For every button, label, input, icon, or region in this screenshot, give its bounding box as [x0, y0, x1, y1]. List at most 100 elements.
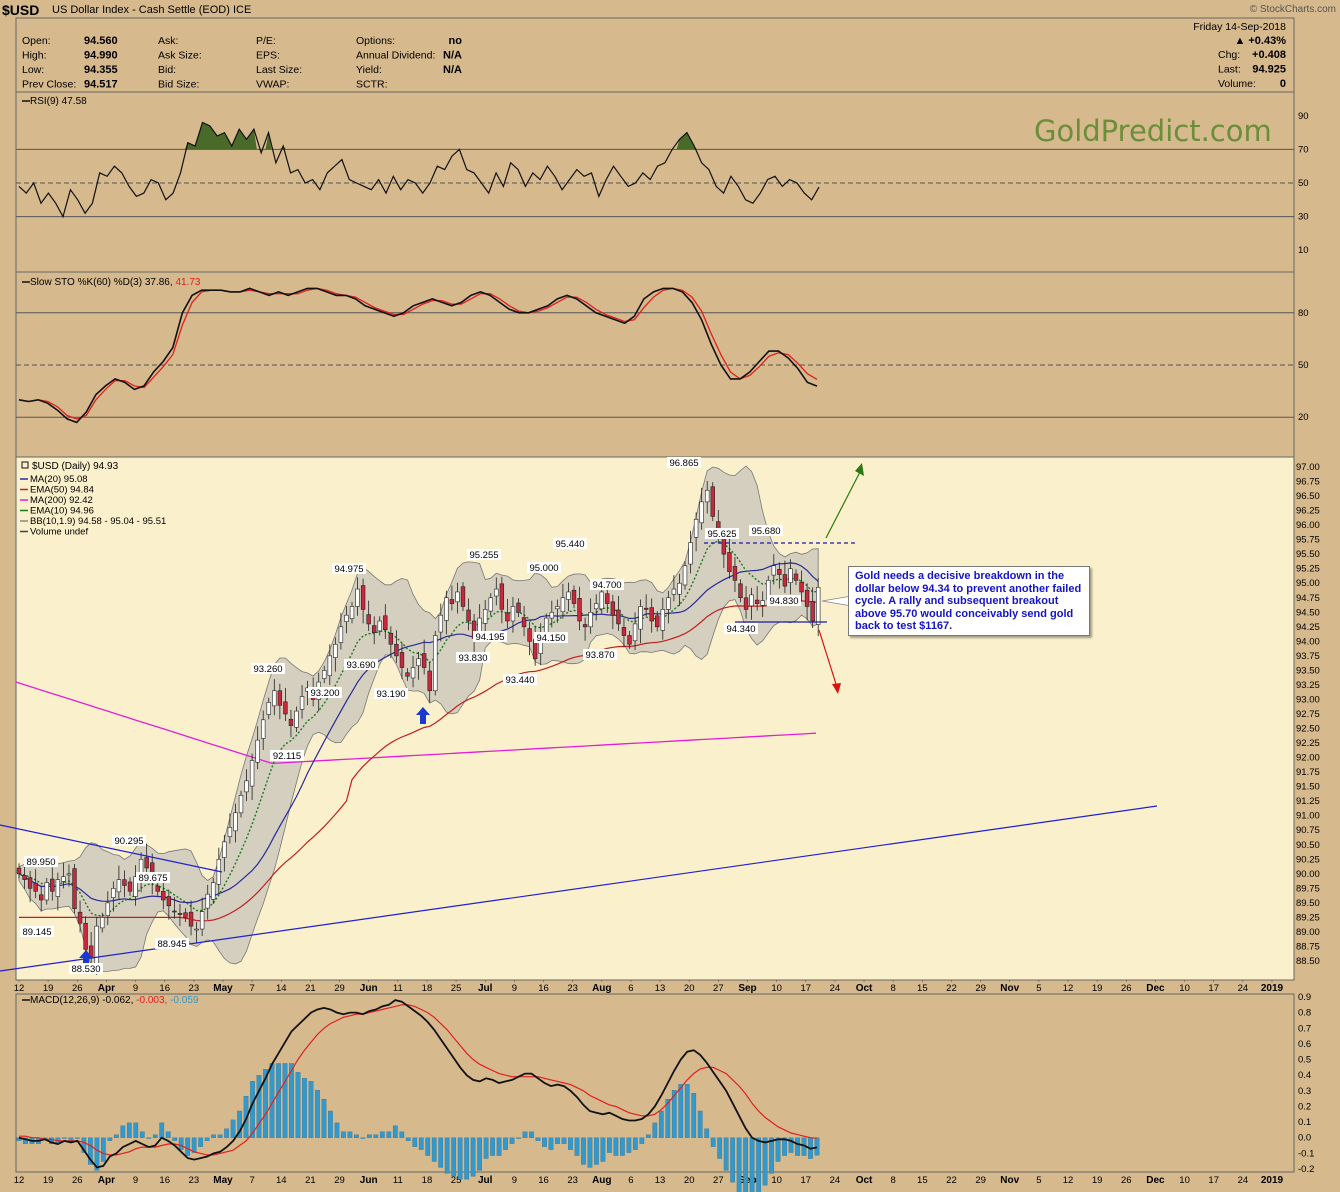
blue-up-marker — [79, 950, 93, 967]
x-axis-label: 17 — [1208, 983, 1219, 994]
macd-histogram-bar — [736, 1137, 742, 1192]
price-label: 94.195 — [475, 632, 504, 643]
price-tick-label: 91.75 — [1296, 767, 1320, 778]
macd-histogram-bar — [425, 1137, 431, 1156]
macd-histogram-bar — [152, 1134, 158, 1138]
x-axis-label: Oct — [856, 1175, 873, 1186]
candle-body — [399, 652, 405, 668]
candle-body — [405, 672, 410, 677]
candle-body — [727, 552, 732, 572]
macd-histogram-bar — [762, 1137, 768, 1186]
macd-histogram-bar — [730, 1137, 736, 1183]
price-tick-label: 96.75 — [1296, 477, 1320, 488]
candle-body — [155, 885, 160, 892]
legend-label: EMA(10) 94.96 — [30, 506, 94, 517]
x-axis-label: 7 — [249, 983, 254, 994]
x-axis-label: 24 — [1238, 1175, 1249, 1186]
x-axis-label: Aug — [592, 1175, 611, 1186]
macd-histogram-bar — [665, 1098, 671, 1138]
quote-label: Last Size: — [256, 64, 302, 76]
macd-histogram-bar — [224, 1128, 229, 1138]
price-label-box — [467, 549, 501, 560]
ema50-line — [19, 600, 819, 922]
price-tick-label: 92.75 — [1296, 709, 1320, 720]
candle-body — [377, 620, 382, 632]
x-axis-label: 8 — [891, 983, 896, 994]
macd-histogram-bar — [697, 1110, 703, 1138]
candle-body — [183, 912, 188, 918]
macd-histogram-bar — [483, 1137, 489, 1159]
price-tick-label: 95.75 — [1296, 535, 1320, 546]
x-axis-label: 9 — [133, 1175, 138, 1186]
candle-body — [44, 882, 49, 901]
price-tick-label: 94.75 — [1296, 593, 1320, 604]
price-label: 88.530 — [71, 964, 100, 975]
candle-body — [199, 911, 205, 930]
macd-histogram-bar — [749, 1137, 755, 1192]
candle-body — [421, 653, 427, 668]
macd-histogram-bar — [418, 1137, 424, 1150]
candle-body — [788, 568, 793, 583]
quote-label: Ask Size: — [158, 50, 202, 62]
x-axis-label: 24 — [830, 1175, 841, 1186]
macd-histogram-bar — [678, 1084, 684, 1138]
candle-body — [205, 893, 210, 909]
macd-histogram-bar — [723, 1137, 729, 1171]
price-tick-label: 91.00 — [1296, 811, 1320, 822]
candle-body — [793, 573, 799, 581]
macd-histogram-bar — [444, 1137, 450, 1174]
price-label: 94.150 — [536, 633, 565, 644]
candle-body — [338, 626, 344, 643]
x-axis-label: 2019 — [1261, 983, 1284, 994]
candle-body — [660, 609, 666, 631]
quote-value: 94.560 — [84, 35, 118, 47]
price-label: 93.870 — [585, 650, 614, 661]
macd-histogram-bar — [412, 1137, 418, 1147]
price-label: 90.295 — [114, 836, 143, 847]
rsi-tick-label: 70 — [1298, 144, 1309, 155]
candle-body — [444, 597, 449, 621]
macd-histogram-bar — [503, 1137, 508, 1150]
candle-body — [666, 597, 671, 610]
candle-body — [360, 585, 366, 610]
price-label: 88.945 — [157, 939, 186, 950]
candle-body — [643, 607, 649, 610]
macd-histogram-bar — [490, 1137, 495, 1156]
macd-histogram-bar — [594, 1137, 599, 1165]
macd-histogram-bar — [684, 1084, 690, 1138]
x-axis-label: Apr — [98, 1175, 115, 1186]
macd-histogram-bar — [386, 1131, 392, 1138]
candle-body — [260, 719, 266, 739]
macd-tick-label: -0.1 — [1298, 1148, 1314, 1159]
price-label: 93.260 — [253, 664, 282, 675]
macd-histogram-bar — [535, 1137, 541, 1141]
quote-label: Open: — [22, 35, 51, 47]
price-tick-label: 93.00 — [1296, 694, 1320, 705]
candle-body — [33, 882, 38, 892]
x-axis-label: 11 — [393, 1175, 403, 1186]
candle-body — [704, 489, 710, 503]
x-axis-label: Aug — [592, 983, 611, 994]
price-title: $USD (Daily) 94.93 — [32, 461, 119, 472]
candle-body — [593, 603, 599, 610]
candle-body — [782, 574, 788, 587]
quote-value: 0 — [1280, 78, 1286, 90]
macd-histogram-bar — [88, 1137, 93, 1165]
macd-histogram-bar — [217, 1134, 223, 1138]
x-axis-label: Oct — [856, 983, 873, 994]
price-label-box — [136, 872, 170, 883]
candle-body — [677, 582, 682, 595]
macd-histogram-bar — [230, 1119, 236, 1138]
macd-histogram-bar — [788, 1137, 794, 1153]
price-label-box — [534, 632, 568, 643]
candle-body — [355, 588, 360, 607]
price-label-box — [705, 528, 739, 539]
breakout-arrow-head — [855, 463, 864, 476]
macd-histogram-bar — [457, 1137, 463, 1180]
stockcharts-credit: © StockCharts.com — [1249, 4, 1336, 15]
macd-histogram-bar — [814, 1137, 820, 1156]
x-axis-label: 26 — [72, 983, 83, 994]
candle-body — [438, 614, 443, 633]
x-axis-label: 24 — [1238, 983, 1249, 994]
